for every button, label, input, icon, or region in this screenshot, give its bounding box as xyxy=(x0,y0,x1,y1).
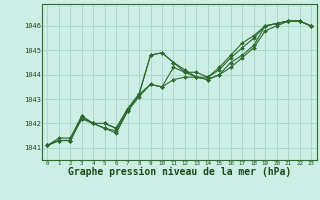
X-axis label: Graphe pression niveau de la mer (hPa): Graphe pression niveau de la mer (hPa) xyxy=(68,167,291,177)
